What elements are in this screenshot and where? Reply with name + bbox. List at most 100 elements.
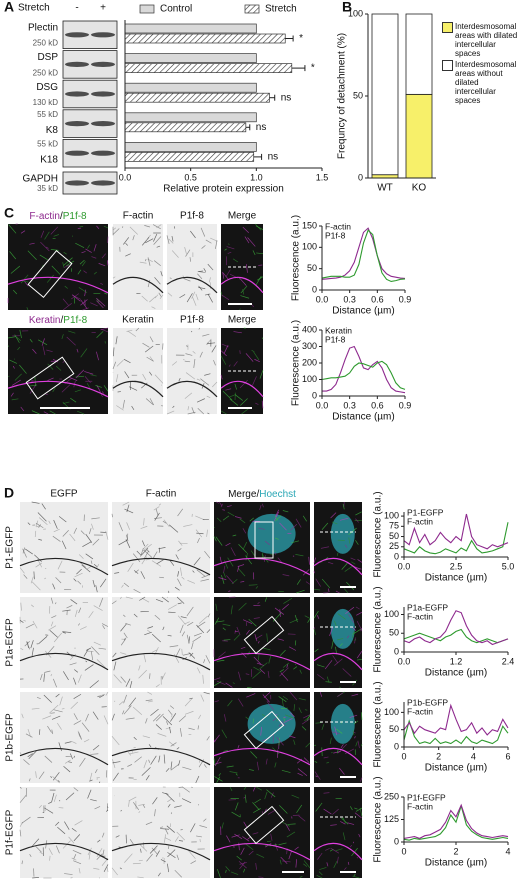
fiber (216, 776, 221, 783)
fiber (132, 553, 141, 563)
fiber (141, 237, 150, 246)
fiber (183, 278, 191, 282)
fiber (90, 560, 93, 564)
fiber (216, 501, 220, 504)
fiber (238, 544, 247, 554)
fiber (240, 646, 246, 650)
fiber (329, 737, 332, 745)
blot-marker: 55 kD (37, 140, 58, 149)
fiber (196, 398, 205, 403)
fiber (358, 833, 361, 838)
fiber (52, 583, 56, 590)
fiber (114, 572, 120, 574)
fiber (240, 398, 248, 406)
fiber (185, 372, 196, 380)
legend-label: P1b-EGFP (407, 697, 448, 707)
fiber (134, 756, 142, 763)
fiber (242, 836, 250, 842)
title-part: / (256, 489, 259, 500)
micrograph-background (8, 224, 108, 310)
fiber (106, 865, 109, 873)
x-tick-label: 1.5 (316, 172, 329, 182)
fiber (47, 363, 54, 370)
fiber (133, 801, 140, 811)
fiber (52, 772, 60, 781)
fiber (240, 295, 250, 299)
fiber (245, 353, 254, 362)
fiber (352, 730, 355, 735)
row-label: P1-EGFP (5, 526, 16, 569)
legend-label: P1f-8 (325, 334, 346, 344)
fiber (145, 821, 153, 825)
fiber (113, 661, 117, 671)
fiber (277, 638, 284, 641)
bar (124, 142, 257, 152)
fiber (197, 537, 200, 544)
fiber (58, 516, 67, 523)
fiber (62, 303, 72, 311)
fiber (162, 520, 167, 524)
fiber (279, 522, 287, 531)
fiber (95, 585, 98, 593)
fiber (47, 725, 52, 733)
fiber (297, 768, 308, 777)
y-tick-label: 200 (302, 357, 317, 367)
legend-label: P1f-8 (325, 230, 346, 240)
fiber (242, 541, 248, 550)
fiber (161, 596, 169, 603)
fiber (129, 839, 134, 845)
fiber (191, 330, 193, 333)
blot-marker: 35 kD (37, 184, 58, 193)
fiber (85, 660, 88, 663)
fiber (122, 399, 125, 409)
fiber (225, 869, 227, 873)
fiber (86, 565, 92, 570)
fiber (112, 652, 117, 658)
fiber (149, 356, 154, 362)
fiber (159, 576, 164, 579)
fiber (135, 327, 140, 332)
fiber (238, 602, 247, 611)
fiber (192, 350, 196, 354)
fiber (303, 714, 311, 719)
fiber (183, 524, 193, 527)
fiber (152, 713, 161, 722)
fiber (96, 297, 106, 307)
fiber (261, 400, 264, 409)
fiber (262, 647, 271, 651)
y-tick-label: 100 (384, 510, 399, 520)
fiber (64, 741, 72, 744)
fiber (240, 847, 245, 855)
fiber (71, 828, 77, 832)
fiber (308, 556, 310, 565)
fiber (231, 834, 240, 838)
micrograph (313, 787, 363, 879)
fiber (344, 565, 353, 572)
line-series (403, 804, 509, 841)
fiber (195, 515, 205, 521)
fiber (259, 370, 264, 379)
fiber (150, 708, 159, 716)
fiber (122, 614, 126, 617)
fiber (176, 747, 180, 750)
y-tick-label: 250 (384, 791, 399, 801)
fiber (337, 613, 346, 620)
fiber (177, 571, 180, 577)
micrograph-background (112, 787, 210, 878)
row-label: P1f-EGFP (5, 809, 16, 855)
roi-box (27, 250, 73, 298)
panel-label: C (4, 205, 14, 221)
fiber (202, 674, 204, 684)
fiber (227, 700, 233, 707)
fiber (52, 535, 61, 542)
fiber (204, 550, 211, 559)
fiber (305, 581, 311, 585)
fiber (119, 867, 122, 870)
fiber (50, 673, 53, 677)
fiber (354, 638, 357, 641)
fiber (319, 691, 323, 697)
fiber (255, 402, 259, 405)
fiber (146, 356, 154, 362)
fiber (126, 504, 130, 513)
fiber (296, 804, 303, 814)
